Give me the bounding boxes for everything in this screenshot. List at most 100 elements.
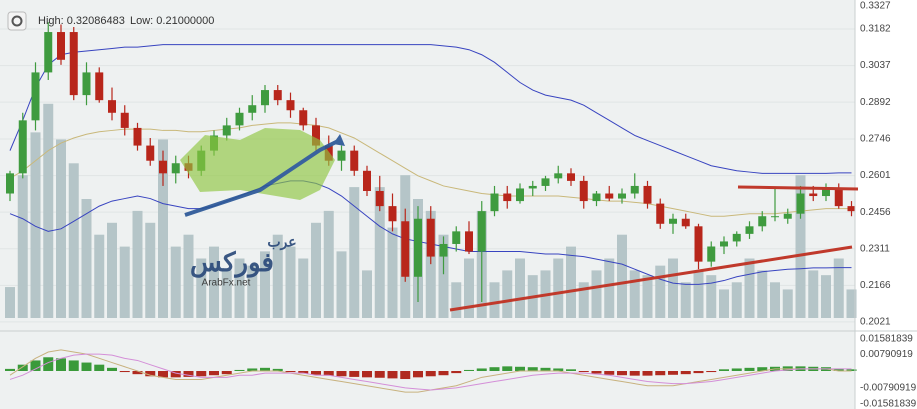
candle-body [745, 226, 754, 234]
candle-body [222, 125, 231, 136]
candle-body [809, 193, 818, 197]
logo-arrow [184, 138, 341, 217]
histogram-bar [617, 371, 627, 376]
volume-bar [260, 251, 270, 318]
candle-body [6, 173, 14, 194]
candle-body [490, 193, 499, 212]
candle-body [261, 90, 269, 106]
band-line [9, 122, 852, 217]
candle-body [248, 105, 257, 113]
candle-body [350, 150, 359, 171]
volume-bar [706, 275, 717, 318]
volume-bar [744, 258, 755, 318]
volume-bar [489, 282, 500, 318]
plot-background [0, 0, 855, 409]
y-tick-label: 0.2166 [860, 280, 891, 291]
histogram-bar [706, 371, 717, 373]
y-tick-label: -0.00790919 [860, 382, 917, 393]
candle-body [401, 221, 410, 277]
candle-body [592, 193, 601, 202]
volume-bar [247, 265, 258, 318]
volume-bar [311, 222, 321, 318]
candle-body [426, 218, 435, 257]
candle-body [681, 218, 690, 227]
histogram-bar [731, 368, 742, 371]
histogram-bar [170, 371, 181, 378]
histogram-bar [489, 367, 500, 371]
low-label: Low: 0.21000000 [130, 15, 214, 27]
histogram-bar [400, 371, 411, 380]
histogram-bar [680, 371, 691, 375]
histogram-bar [158, 371, 168, 378]
histogram-bar [642, 371, 653, 376]
volume-bar [680, 282, 691, 318]
volume-bar [94, 234, 105, 318]
histogram-bar [107, 367, 117, 371]
candle-body [439, 243, 448, 257]
volume-bar [349, 187, 360, 318]
histogram-bar [17, 364, 28, 371]
histogram-bar [56, 358, 66, 371]
histogram-bar [221, 371, 232, 375]
histogram-bar [183, 371, 194, 377]
histogram-bar [196, 371, 207, 377]
candle-body [312, 125, 320, 146]
candle-body [554, 173, 563, 179]
volume-bar [81, 199, 92, 318]
volume-bar [387, 227, 398, 318]
y-tick-label: 0.2601 [860, 170, 891, 181]
candle-body [337, 150, 346, 161]
candle-body [82, 72, 91, 96]
candle-body [414, 218, 422, 277]
volume-bar [272, 234, 283, 318]
logo-arrow-head [333, 134, 345, 146]
candle-body [605, 193, 614, 199]
histogram-bar [566, 369, 576, 371]
settings-button[interactable] [7, 11, 27, 31]
histogram-bar [349, 371, 360, 377]
histogram-bar [425, 371, 436, 377]
volume-bar [719, 289, 729, 318]
candle-body [528, 185, 537, 189]
high-label: High: 0.32086483 [38, 15, 125, 27]
volume-bar [731, 282, 742, 318]
volume-bar [553, 258, 564, 318]
logo-big: فوركس [190, 247, 274, 278]
volume-bar [336, 251, 347, 318]
candle-body [171, 163, 180, 174]
candle-body [822, 188, 830, 197]
candle-body [452, 231, 461, 244]
histogram-bar [578, 371, 589, 373]
volume-bar [451, 282, 462, 318]
settings-icon[interactable] [11, 15, 23, 27]
trend-line [449, 245, 853, 312]
y-tick-label: 0.3182 [860, 24, 891, 35]
histogram-bar [298, 371, 309, 374]
candle-body [834, 188, 843, 207]
candle-body [694, 226, 703, 262]
histogram-bar [81, 362, 92, 371]
candle-body [541, 178, 550, 186]
histogram-bar [5, 368, 15, 371]
volume-bar [43, 103, 54, 318]
histogram-bar [387, 371, 398, 379]
y-tick-label: 0.2892 [860, 97, 891, 108]
histogram-bar [272, 368, 283, 371]
candle-body [57, 32, 65, 60]
volume-bar [145, 222, 156, 318]
volume-bar [833, 258, 844, 318]
volume-bar [132, 210, 143, 318]
layer [0, 22, 857, 393]
volume-bar [821, 275, 831, 318]
histogram-bar [311, 371, 321, 375]
histogram-bar [247, 368, 258, 371]
candle-body [159, 160, 167, 174]
histogram-bar [693, 371, 704, 374]
y-tick-label: 0.3327 [860, 1, 891, 12]
histogram-bar [591, 371, 602, 374]
candle-body [579, 180, 588, 202]
volume-bar [846, 289, 857, 318]
histogram-bar [30, 360, 41, 371]
candle-body [783, 213, 792, 219]
